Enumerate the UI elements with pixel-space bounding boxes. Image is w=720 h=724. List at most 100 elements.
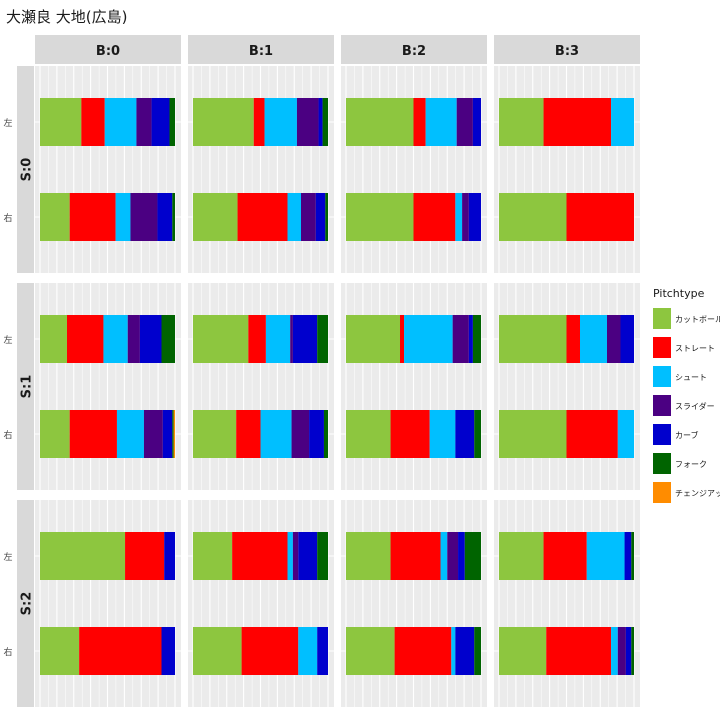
row-strip-label: S:1: [20, 375, 35, 399]
bar-segment: [298, 627, 318, 675]
bar-segment: [462, 193, 469, 241]
bar-segment: [69, 193, 116, 241]
bar-segment: [447, 532, 459, 580]
bar-segment: [323, 410, 328, 458]
y-tick-label: 左: [3, 334, 12, 346]
row-strip: [17, 283, 34, 490]
bar-segment: [566, 410, 618, 458]
bar-segment: [287, 193, 301, 241]
bar-segment: [161, 315, 175, 363]
bar-segment: [346, 627, 395, 675]
bar-segment: [425, 98, 457, 146]
legend-swatch: [653, 308, 671, 329]
bar-segment: [586, 532, 625, 580]
legend-label: スライダー: [675, 401, 715, 411]
bar-segment: [346, 410, 391, 458]
bar-segment: [162, 410, 173, 458]
row-strip: [17, 500, 34, 707]
bar-segment: [429, 410, 456, 458]
column-strip-label: B:1: [249, 44, 273, 59]
bar-segment: [40, 532, 126, 580]
bar-segment: [103, 315, 128, 363]
bar-segment: [346, 98, 414, 146]
bar-segment: [193, 532, 233, 580]
bar-segment: [253, 98, 265, 146]
bar-segment: [499, 627, 547, 675]
bar-segment: [309, 410, 324, 458]
legend-swatch: [653, 366, 671, 387]
row-strip-label: S:2: [20, 592, 35, 616]
legend-label: フォーク: [675, 460, 707, 469]
y-tick-label: 左: [3, 117, 12, 129]
bar-segment: [136, 98, 152, 146]
bar-segment: [404, 315, 453, 363]
bar-segment: [143, 410, 163, 458]
bar-segment: [260, 410, 292, 458]
bar-segment: [440, 532, 448, 580]
bar-segment: [413, 98, 426, 146]
bar-segment: [474, 410, 481, 458]
bar-segment: [413, 193, 456, 241]
bar-segment: [40, 315, 67, 363]
bar-segment: [193, 410, 237, 458]
bar-segment: [241, 627, 299, 675]
column-strip-label: B:0: [96, 44, 120, 59]
bar-segment: [40, 410, 70, 458]
bar-segment: [456, 98, 473, 146]
bar-segment: [248, 315, 266, 363]
bar-segment: [292, 532, 299, 580]
bar-segment: [290, 315, 293, 363]
bar-segment: [298, 532, 318, 580]
y-tick-label: 左: [3, 551, 12, 563]
bar-segment: [317, 315, 328, 363]
bar-segment: [232, 532, 288, 580]
bar-segment: [325, 193, 328, 241]
bar-segment: [390, 410, 430, 458]
bar-segment: [455, 193, 463, 241]
legend-swatch: [653, 453, 671, 474]
column-strip: [188, 35, 334, 64]
bar-segment: [315, 193, 326, 241]
bar-segment: [193, 315, 249, 363]
bar-segment: [451, 627, 456, 675]
bar-segment: [452, 315, 469, 363]
bar-segment: [173, 410, 175, 458]
column-strip-label: B:2: [402, 44, 426, 59]
bar-segment: [472, 98, 481, 146]
bar-segment: [566, 193, 634, 241]
bar-segment: [455, 410, 475, 458]
bar-segment: [104, 98, 137, 146]
bar-segment: [455, 627, 475, 675]
bar-segment: [193, 627, 242, 675]
bar-segment: [296, 98, 319, 146]
bar-segment: [472, 315, 481, 363]
legend-swatch: [653, 395, 671, 416]
bar-segment: [157, 193, 173, 241]
column-strip: [494, 35, 640, 64]
bar-segment: [79, 627, 162, 675]
bar-segment: [67, 315, 104, 363]
legend-swatch: [653, 424, 671, 445]
bar-segment: [301, 193, 316, 241]
bar-segment: [317, 627, 328, 675]
legend-label: カーブ: [675, 430, 699, 440]
bar-segment: [499, 315, 567, 363]
bar-segment: [40, 193, 70, 241]
bar-segment: [265, 315, 291, 363]
bar-segment: [127, 315, 140, 363]
chart-title: 大瀬良 大地(広島): [6, 8, 127, 26]
bar-segment: [287, 532, 293, 580]
column-strip: [341, 35, 487, 64]
bar-segment: [468, 315, 473, 363]
bar-segment: [499, 410, 567, 458]
column-strip: [35, 35, 181, 64]
bar-segment: [390, 532, 441, 580]
legend-label: チェンジアップ: [675, 489, 720, 498]
legend-swatch: [653, 482, 671, 503]
bar-segment: [317, 532, 328, 580]
bar-segment: [169, 98, 175, 146]
bar-segment: [464, 532, 481, 580]
bar-segment: [116, 410, 144, 458]
column-strip-label: B:3: [555, 44, 579, 59]
